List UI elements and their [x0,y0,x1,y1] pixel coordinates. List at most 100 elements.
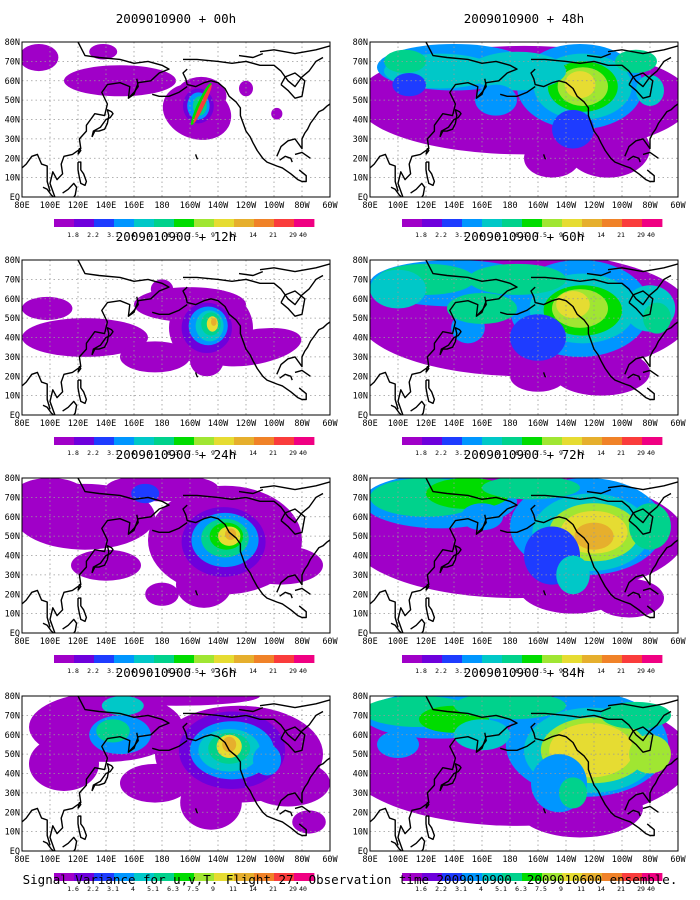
coastline [624,103,678,157]
coastline [194,372,199,378]
colorbar-label: 5.1 [147,449,159,457]
colorbar-swatch [482,655,503,663]
variance-region [22,43,59,72]
longitude-label: 80W [294,637,310,647]
latitude-label: 60N [5,295,20,305]
colorbar-label: 4 [479,667,483,675]
colorbar-swatch [54,219,75,227]
colorbar-swatch [174,437,195,445]
coastline [607,481,678,491]
latitude-label: 20N [353,808,368,818]
colorbar-label: 9 [211,231,215,239]
longitude-label: 140W [208,855,229,865]
colorbar-swatch [502,219,523,227]
variance-maximum [211,318,217,326]
coastline [607,263,678,273]
coastline [127,296,139,317]
latitude-label: 50N [353,96,368,106]
coastline [22,589,51,628]
longitude-label: 120E [416,855,436,865]
colorbar-label: 40 [299,667,307,675]
colorbar-swatch [582,219,603,227]
latitude-label: 30N [353,353,368,363]
coastline [279,373,293,381]
coastline [127,514,139,535]
map-frame [369,695,679,852]
latitude-label: 10N [353,392,368,402]
colorbar-swatch [442,437,463,445]
coastline [586,52,612,59]
colorbar-label: 2.2 [435,885,447,893]
latitude-label: 10N [5,174,20,184]
colorbar-label: 29 [637,449,645,457]
colorbar-swatch [274,437,295,445]
colorbar-label: 3.1 [107,667,119,675]
colorbar-swatch [622,219,643,227]
latitude-label: 30N [353,135,368,145]
longitude-label: 80E [362,201,377,211]
longitude-label: 180 [154,855,169,865]
longitude-label: 80E [362,637,377,647]
colorbar-swatch [214,219,235,227]
coastline [294,587,311,595]
coastline [276,757,330,811]
longitude-label: 160W [180,855,201,865]
variance-maximum [193,84,212,124]
longitude-label: 120W [236,419,257,429]
latitude-label: 40N [353,334,368,344]
colorbar-label: 14 [597,449,605,457]
coastline [627,155,641,163]
coastline [182,722,307,837]
coastline [439,327,462,356]
latitude-label: 70N [5,275,20,285]
colorbar-label: 9 [559,231,563,239]
variance-region [180,775,242,830]
longitude-label: 180 [502,419,517,429]
coastline [280,72,306,99]
colorbar-swatch [254,873,275,881]
longitude-label: 120W [584,201,605,211]
coastline [276,539,330,593]
colorbar-label: 9 [211,449,215,457]
coastline [390,840,403,851]
longitude-label: 180 [154,637,169,647]
longitude-label: 100W [264,419,285,429]
colorbar-swatch [234,437,255,445]
colorbar-label: 7.5 [535,667,547,675]
colorbar-swatch [542,437,563,445]
latitude-label: 20N [5,154,20,164]
longitude-label: 160E [124,419,144,429]
colorbar-swatch [622,655,643,663]
longitude-label: 140W [208,201,229,211]
coastline [425,365,430,373]
colorbar-label: 40 [299,231,307,239]
latitude-label: EQ [358,629,368,639]
colorbar-swatch [154,873,175,881]
longitude-label: 120W [584,855,605,865]
longitude-label: 80E [362,419,377,429]
longitude-label: 120E [68,201,88,211]
colorbar-swatch [274,655,295,663]
coastline [42,622,55,633]
coastline [62,400,78,415]
colorbar-label: 29 [637,667,645,675]
coastline [22,153,51,192]
coastline [276,321,330,375]
longitude-label: 80E [14,201,29,211]
colorbar-label: 7.5 [535,231,547,239]
coastline [425,597,436,623]
colorbar-swatch [94,437,115,445]
variance-maximum [564,71,596,99]
longitude-label: 60W [322,855,338,865]
colorbar-label: 5.1 [495,885,507,893]
colorbar-label: 40 [299,449,307,457]
colorbar-swatch [482,873,503,881]
colorbar-swatch [214,437,235,445]
colorbar-swatch [174,873,195,881]
coastline [259,263,330,273]
longitude-label: 180 [154,419,169,429]
colorbar: 1.8 2.2 3.1 4 5.1 6.3 7.5 9 11 14 21 29 40 [402,655,663,675]
coastline [279,591,293,599]
variance-maximum [574,522,614,550]
colorbar-swatch [582,437,603,445]
